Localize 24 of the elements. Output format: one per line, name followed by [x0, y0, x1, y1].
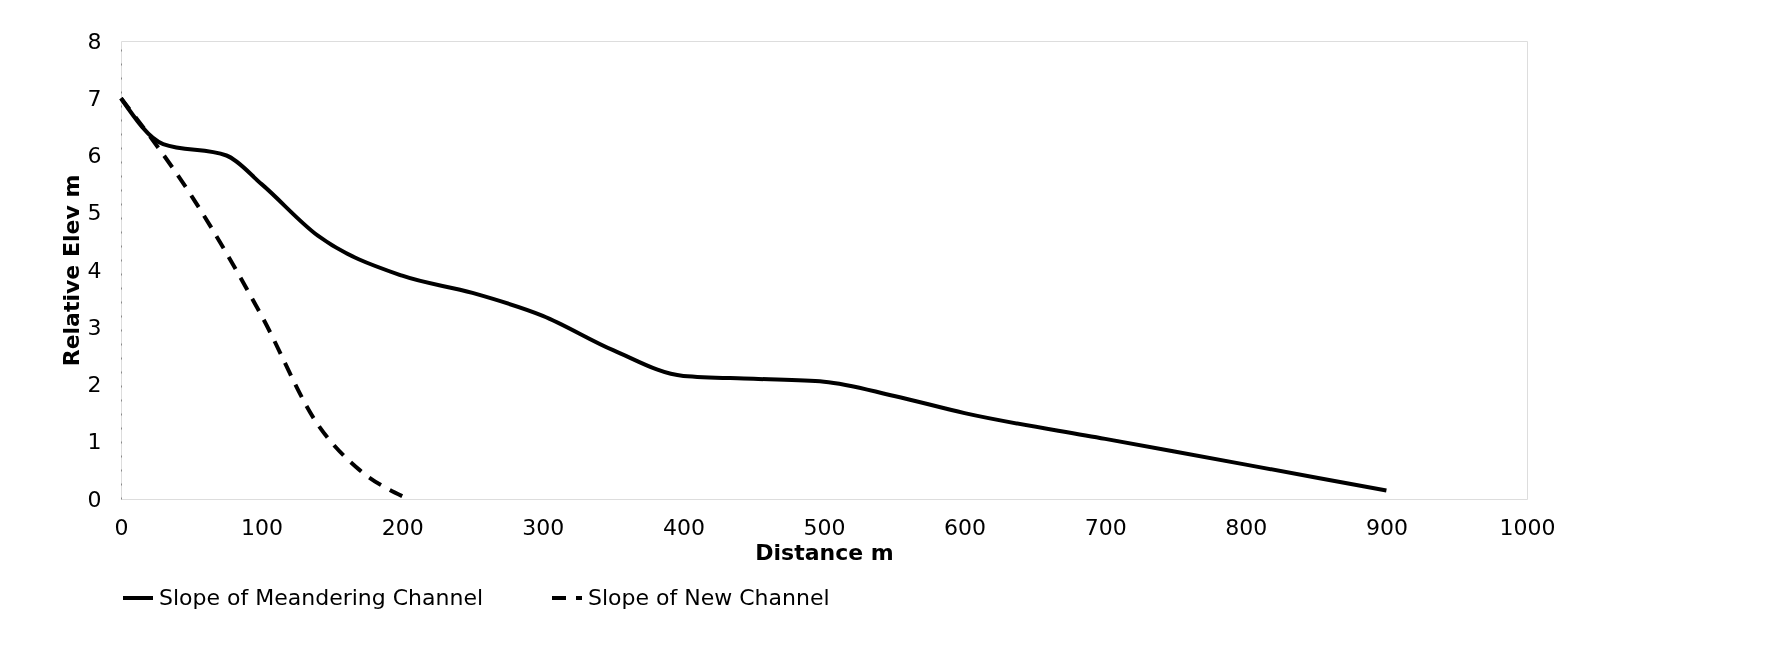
y-tick-label: 0 — [87, 486, 102, 512]
y-tick-label: 5 — [87, 200, 102, 226]
y-tick-label: 2 — [87, 372, 102, 397]
x-tick-label: 600 — [944, 514, 987, 540]
y-tick-label: 3 — [87, 314, 102, 340]
x-tick-label: 1000 — [1499, 514, 1556, 540]
x-tick-label: 300 — [522, 514, 565, 540]
x-tick-label: 200 — [381, 514, 424, 540]
legend-label: Slope of New Channel — [588, 585, 830, 610]
y-tick-label: 8 — [87, 28, 102, 54]
y-tick-label: 7 — [87, 85, 102, 111]
x-axis-title: Distance m — [755, 539, 894, 565]
x-tick-label: 800 — [1225, 514, 1268, 540]
x-tick-label: 400 — [662, 514, 705, 540]
y-tick-label: 1 — [87, 429, 102, 455]
legend-label: Slope of Meandering Channel — [159, 585, 484, 610]
x-tick-label: 100 — [241, 514, 284, 540]
x-tick-label: 900 — [1365, 514, 1408, 540]
x-tick-label: 0 — [114, 514, 129, 540]
y-tick-label: 6 — [87, 143, 102, 168]
x-tick-label: 500 — [803, 514, 846, 540]
y-axis-title: Relative Elev m — [58, 174, 84, 367]
x-tick-label: 700 — [1084, 514, 1127, 540]
y-tick-label: 4 — [87, 257, 102, 283]
